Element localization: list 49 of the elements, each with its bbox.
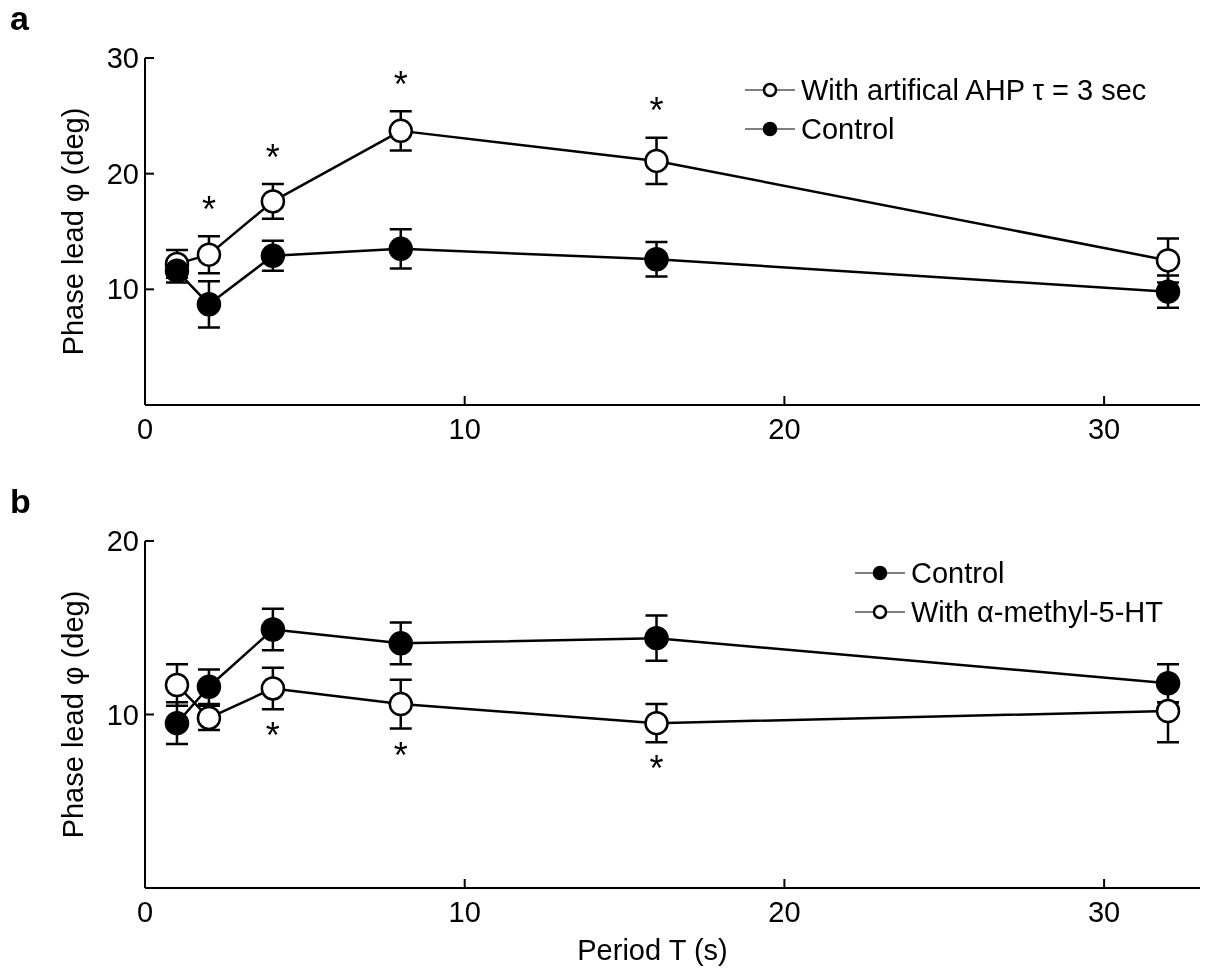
x-tick-label: 10 [448,413,481,445]
x-tick-label: 30 [1087,896,1121,928]
annotation: * [649,748,664,790]
legend-label: Control [801,113,895,146]
point [1155,248,1181,273]
annotation: * [265,136,280,178]
y-tick-label: 30 [106,42,139,75]
annotation: * [393,63,408,105]
point [388,631,414,656]
point [196,292,222,317]
point [644,710,669,736]
point [388,118,414,144]
y-tick-label: 10 [106,698,139,731]
y-axis-title: Phase lead φ (deg) [57,590,89,839]
x-tick-label: 0 [136,413,154,445]
annotation: * [649,90,664,132]
legend-label: With α-methyl-5-HT [911,596,1164,629]
x-tick-label: 0 [136,896,154,928]
annotation: * [265,715,280,757]
point [644,148,669,174]
point [388,691,414,717]
point [644,247,669,272]
point [260,617,286,642]
point [260,189,286,214]
point [1155,698,1181,724]
annotation: * [201,188,216,230]
point [196,242,222,267]
x-tick-label: 20 [768,896,801,928]
x-tick-label: 10 [448,896,481,928]
chart-title: a [10,0,30,37]
point [1155,279,1181,304]
y-tick-label: 20 [106,525,139,558]
point [388,236,414,262]
legend-label: With artifical AHP τ = 3 sec [801,74,1147,107]
x-axis-title: Period T (s) [577,934,728,966]
y-tick-label: 20 [106,157,139,190]
annotation: * [393,734,408,776]
y-tick-label: 10 [106,273,139,306]
point [260,676,286,701]
x-tick-label: 20 [768,413,801,445]
chart-title: b [10,482,31,520]
point [164,710,190,736]
point [196,674,222,699]
point [1155,671,1181,696]
x-tick-label: 30 [1087,413,1121,445]
y-axis-title: Phase lead φ (deg) [57,107,89,356]
point [164,672,190,698]
point [644,625,669,651]
legend-label: Control [911,557,1005,590]
